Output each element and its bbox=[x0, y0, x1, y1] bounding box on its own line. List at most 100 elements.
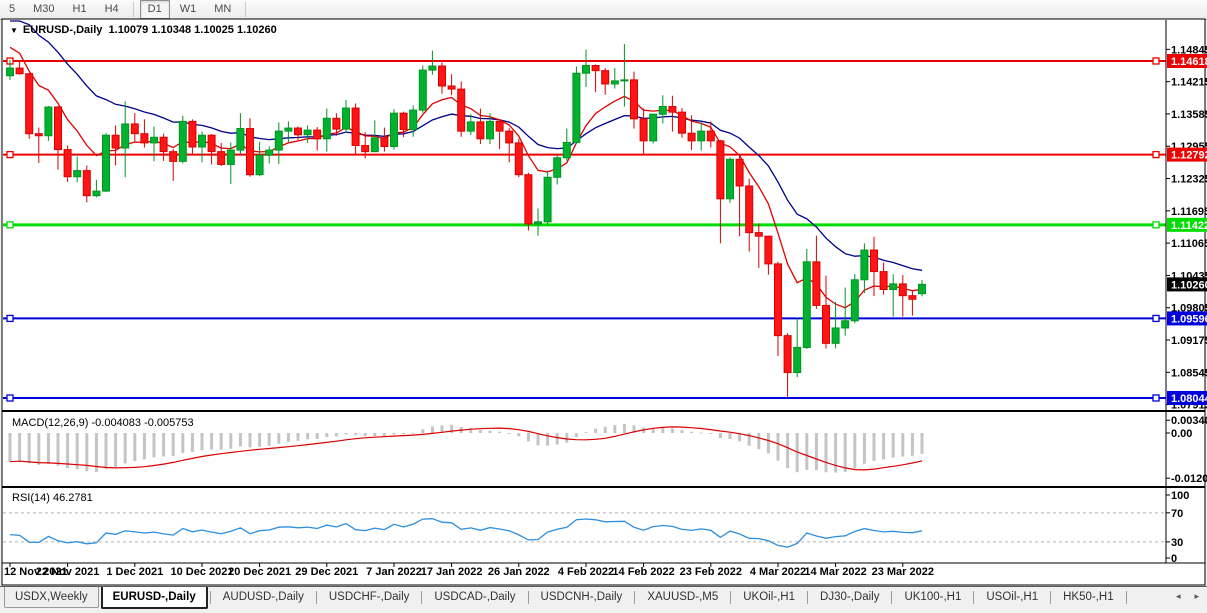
candle bbox=[582, 65, 590, 74]
candle bbox=[726, 158, 734, 200]
candle bbox=[457, 88, 466, 132]
candle bbox=[44, 106, 53, 137]
candle bbox=[543, 176, 552, 223]
candle bbox=[908, 295, 917, 300]
candle bbox=[284, 127, 293, 132]
price-tag: 1.11422 bbox=[1171, 220, 1207, 232]
rsi-axis-tick: 70 bbox=[1171, 508, 1183, 520]
toolbar-separator bbox=[132, 2, 134, 17]
chart-tab-eurusd-daily[interactable]: EURUSD-,Daily bbox=[100, 587, 208, 609]
hline-handle[interactable] bbox=[6, 150, 14, 159]
candle bbox=[34, 133, 43, 137]
candle bbox=[438, 65, 446, 87]
tab-separator bbox=[1050, 591, 1052, 604]
tab-separator bbox=[807, 591, 809, 604]
date-axis-tick: 17 Jan 2022 bbox=[421, 566, 483, 578]
date-axis-tick: 23 Mar 2022 bbox=[872, 566, 934, 578]
timeframe-button-mn[interactable]: MN bbox=[214, 3, 232, 15]
chart-tab-usdx-weekly[interactable]: USDX,Weekly bbox=[4, 587, 99, 608]
date-axis-tick: 7 Jan 2022 bbox=[366, 566, 422, 578]
candle bbox=[649, 113, 658, 142]
tab-separator bbox=[421, 591, 423, 604]
price-tag: 1.08044 bbox=[1171, 393, 1207, 405]
candle bbox=[514, 142, 523, 176]
candle bbox=[140, 133, 149, 144]
price-axis-tick: 1.13585 bbox=[1171, 109, 1207, 121]
hline-handle[interactable] bbox=[1152, 314, 1160, 323]
candle bbox=[466, 121, 475, 132]
chart-tab-audusd-daily[interactable]: AUDUSD-,Daily bbox=[222, 591, 304, 603]
candle bbox=[390, 112, 398, 148]
chart-tab-usdcnh-daily[interactable]: USDCNH-,Daily bbox=[540, 591, 623, 603]
candle bbox=[562, 141, 571, 159]
timeframe-button-5[interactable]: 5 bbox=[9, 3, 16, 15]
chevron-down-icon[interactable]: ▼ bbox=[10, 26, 18, 35]
candle bbox=[322, 117, 331, 140]
chart-tab-usdcad-daily[interactable]: USDCAD-,Daily bbox=[434, 591, 516, 603]
hline-handle[interactable] bbox=[1152, 150, 1160, 159]
tab-separator bbox=[891, 591, 893, 604]
tab-separator bbox=[209, 591, 211, 604]
candle bbox=[121, 123, 130, 149]
chart-tab-xauusd-m5[interactable]: XAUUSD-,M5 bbox=[647, 591, 719, 603]
candle bbox=[303, 129, 312, 136]
macd-name: MACD(12,26,9) bbox=[12, 417, 89, 429]
timeframe-button-m30[interactable]: M30 bbox=[33, 3, 55, 15]
candle bbox=[486, 120, 494, 140]
candle bbox=[111, 134, 120, 149]
chart-tab-ukoil-h1[interactable]: UKOil-,H1 bbox=[743, 591, 796, 603]
rsi-value: 46.2781 bbox=[52, 492, 93, 504]
chart-tabbar: USDX,Weekly EURUSD-,Daily AUDUSD-,Daily USD… bbox=[0, 586, 1207, 613]
candle bbox=[409, 109, 418, 131]
date-axis-tick: 12 Nov 2021 bbox=[4, 566, 68, 578]
tab-scroll-right-icon[interactable]: ▸ bbox=[1194, 591, 1199, 601]
hline-handle[interactable] bbox=[6, 394, 14, 402]
candle bbox=[159, 136, 168, 153]
candle bbox=[812, 261, 821, 306]
candle bbox=[15, 67, 24, 75]
price-axis-tick: 1.11695 bbox=[1171, 206, 1207, 218]
chart-symbol-label: EURUSD-,Daily bbox=[22, 24, 103, 36]
chart-tab-dj30-daily[interactable]: DJ30-,Daily bbox=[820, 591, 880, 603]
hline-handle[interactable] bbox=[1152, 394, 1160, 402]
chart-canvas[interactable]: 1.148451.142151.135851.129551.123251.116… bbox=[0, 0, 1207, 590]
timeframe-button-h1[interactable]: H1 bbox=[72, 3, 87, 15]
price-tag: 1.12792 bbox=[1171, 150, 1207, 162]
tab-scroll-left-icon[interactable]: ◂ bbox=[1175, 591, 1181, 601]
timeframe-button-w1[interactable]: W1 bbox=[179, 3, 197, 15]
hline-handle[interactable] bbox=[6, 221, 14, 229]
candle bbox=[6, 67, 14, 77]
candle bbox=[822, 304, 830, 344]
candle bbox=[735, 158, 744, 187]
candle bbox=[524, 174, 533, 225]
tab-separator bbox=[315, 591, 317, 604]
chart-tab-uk100-h1[interactable]: UK100-,H1 bbox=[904, 591, 962, 603]
timeframe-button-h4[interactable]: H4 bbox=[104, 3, 119, 15]
candle bbox=[274, 130, 283, 151]
hline-handle[interactable] bbox=[1152, 57, 1160, 65]
candle bbox=[918, 283, 926, 295]
candle bbox=[591, 65, 600, 72]
candle bbox=[342, 107, 350, 130]
candle bbox=[678, 111, 686, 134]
price-axis-tick: 1.11065 bbox=[1171, 238, 1207, 250]
hline-handle[interactable] bbox=[1152, 221, 1160, 229]
date-axis-tick: 26 Jan 2022 bbox=[488, 566, 550, 578]
rsi-axis-tick: 0 bbox=[1171, 553, 1177, 565]
candle bbox=[130, 123, 139, 135]
candle bbox=[668, 106, 677, 113]
candle bbox=[92, 190, 101, 197]
hline-handle[interactable] bbox=[6, 314, 14, 323]
date-axis-tick: 23 Feb 2022 bbox=[680, 566, 742, 578]
macd-axis-tick: -0.012053 bbox=[1171, 473, 1207, 485]
candle bbox=[870, 249, 878, 273]
candle bbox=[783, 335, 792, 374]
rsi-name: RSI(14) bbox=[12, 492, 50, 504]
chart-tab-usdchf-daily[interactable]: USDCHF-,Daily bbox=[328, 591, 410, 603]
date-axis-tick: 4 Feb 2022 bbox=[558, 566, 614, 578]
chart-tab-hk50-h1[interactable]: HK50-,H1 bbox=[1063, 591, 1114, 603]
candle bbox=[505, 130, 514, 144]
candle bbox=[745, 185, 754, 234]
date-axis-tick: 14 Mar 2022 bbox=[804, 566, 866, 578]
chart-tab-usoil-h1[interactable]: USOil-,H1 bbox=[986, 591, 1039, 603]
